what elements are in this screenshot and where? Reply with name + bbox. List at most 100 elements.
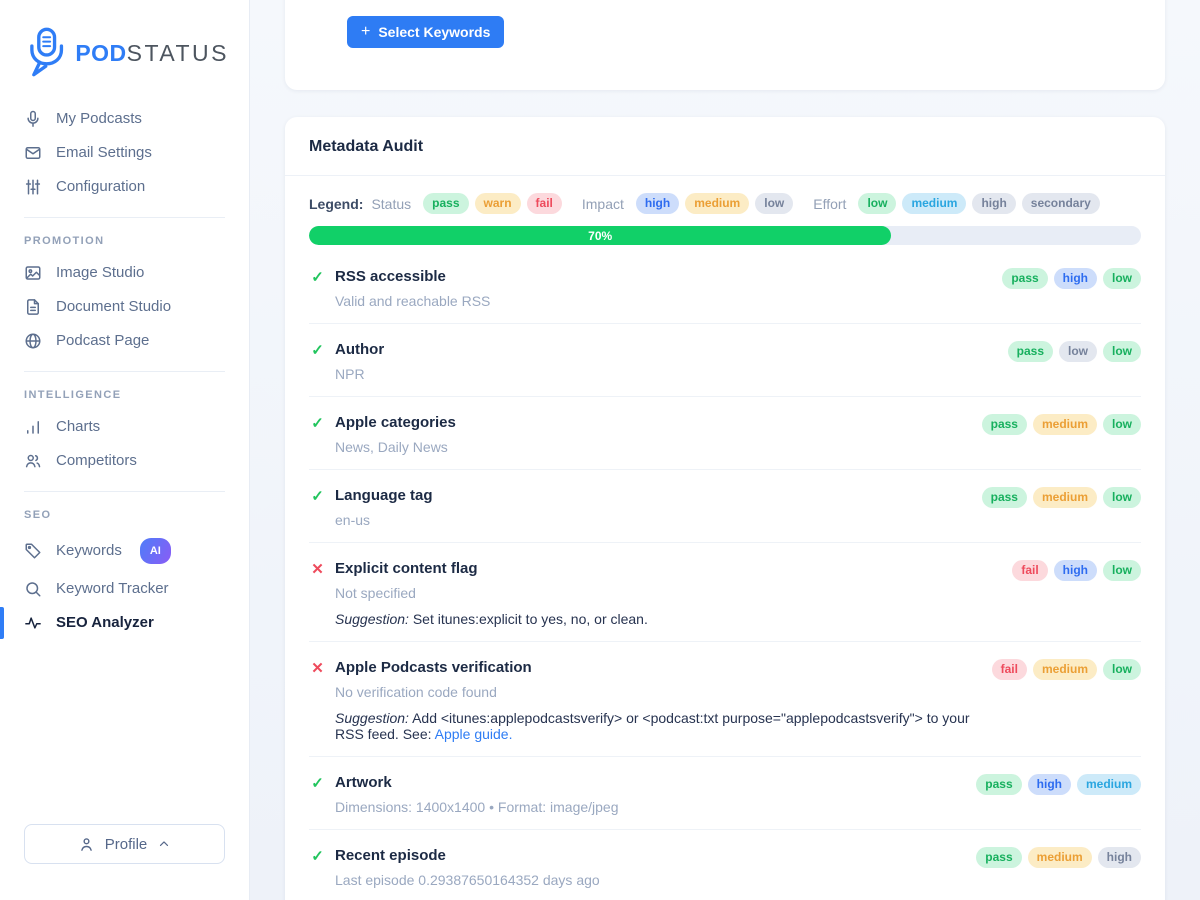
audit-legend: Legend: Status pass warn fail Impact hig…: [309, 184, 1141, 224]
audit-row-chips: pass high low: [1002, 268, 1141, 289]
plus-icon: +: [361, 23, 371, 40]
image-icon: [25, 266, 41, 280]
audit-row-suggestion: Suggestion: Add <itunes:applepodcastsver…: [335, 710, 983, 742]
impact-chip: medium: [1032, 659, 1097, 680]
sliders-icon: [25, 179, 41, 195]
sidebar-item-keywords[interactable]: Keywords AI: [0, 530, 249, 572]
status-chip: pass: [1007, 341, 1053, 362]
legend-chip: low: [755, 193, 794, 214]
status-chip: fail: [1012, 560, 1048, 581]
legend-chip: warn: [474, 193, 521, 214]
audit-row-explicit-content-flag: Explicit content flag Not specified Sugg…: [309, 543, 1141, 642]
audit-row-chips: pass low low: [1007, 341, 1141, 362]
audit-row-main: Author NPR: [335, 341, 999, 382]
status-chip: pass: [976, 847, 1022, 868]
legend-chip: pass: [423, 193, 469, 214]
audit-row-subtitle: Valid and reachable RSS: [335, 293, 491, 309]
audit-row-author: Author NPR pass low low: [309, 324, 1141, 397]
podstatus-mic-logo-icon: [30, 27, 64, 77]
sidebar-section-intelligence: INTELLIGENCE: [24, 389, 122, 401]
audit-row-subtitle: Dimensions: 1400x1400 • Format: image/jp…: [335, 799, 619, 815]
audit-row-subtitle: en-us: [335, 512, 371, 528]
audit-row-subtitle: Not specified: [335, 585, 416, 601]
legend-group-impact: high medium low: [635, 193, 794, 214]
legend-chip: high: [972, 193, 1016, 214]
audit-row-main: Language tag en-us: [335, 487, 973, 528]
audit-row-chips: fail medium low: [991, 659, 1141, 680]
audit-row-chips: pass high medium: [976, 774, 1141, 795]
metadata-audit-card: Metadata Audit Legend: Status pass warn …: [285, 117, 1165, 900]
audit-row-title: Language tag: [335, 487, 433, 504]
audit-row-subtitle: News, Daily News: [335, 439, 448, 455]
audit-row-subtitle: Last episode 0.29387650164352 days ago: [335, 872, 600, 888]
sidebar-item-configuration[interactable]: Configuration: [0, 170, 249, 204]
impact-chip: high: [1053, 560, 1097, 581]
effort-chip: low: [1103, 414, 1141, 435]
sidebar-item-keyword-tracker[interactable]: Keyword Tracker: [0, 572, 249, 606]
audit-row-main: Artwork Dimensions: 1400x1400 • Format: …: [335, 774, 967, 815]
sidebar-nav: My Podcasts Email Settings Configuration…: [0, 96, 249, 824]
audit-row-chips: pass medium high: [976, 847, 1141, 868]
sidebar-item-seo-analyzer[interactable]: SEO Analyzer: [0, 606, 249, 640]
apple-guide-link[interactable]: Apple guide.: [434, 726, 513, 742]
effort-chip: low: [1103, 659, 1141, 680]
sidebar-item-competitors[interactable]: Competitors: [0, 444, 249, 478]
audit-row-title: Recent episode: [335, 847, 446, 864]
suggestion-text: Set itunes:explicit to yes, no, or clean…: [408, 611, 648, 627]
sidebar-section-seo: SEO: [24, 509, 52, 521]
brand-name-bold: POD: [75, 39, 127, 66]
sidebar-divider: [24, 217, 225, 218]
impact-chip: medium: [1032, 487, 1097, 508]
effort-chip: high: [1097, 847, 1141, 868]
brand-name-light: STATUS: [126, 39, 229, 66]
suggestion-prefix: Suggestion:: [335, 710, 409, 726]
sidebar-item-label: SEO Analyzer: [56, 614, 154, 631]
bar-chart-icon: [27, 421, 39, 434]
tag-icon: [25, 543, 41, 559]
main-content: + Select Keywords Metadata Audit Legend:…: [250, 0, 1200, 900]
profile-button[interactable]: Profile: [24, 824, 225, 864]
mail-icon: [25, 147, 41, 159]
sidebar-item-document-studio[interactable]: Document Studio: [0, 290, 249, 324]
audit-row-apple-categories: Apple categories News, Daily News pass m…: [309, 397, 1141, 470]
status-check-icon: [309, 268, 326, 286]
activity-icon: [25, 617, 41, 629]
audit-row-main: Explicit content flag Not specified Sugg…: [335, 560, 1003, 627]
person-icon: [80, 837, 92, 851]
keywords-card: + Select Keywords: [285, 0, 1165, 90]
sidebar-item-my-podcasts[interactable]: My Podcasts: [0, 102, 249, 136]
sidebar-item-image-studio[interactable]: Image Studio: [0, 256, 249, 290]
suggestion-prefix: Suggestion:: [335, 611, 409, 627]
audit-row-subtitle: NPR: [335, 366, 365, 382]
audit-row-chips: pass medium low: [981, 487, 1141, 508]
audit-row-title: Explicit content flag: [335, 560, 478, 577]
legend-group-effort-label: Effort: [813, 195, 847, 212]
legend-chip: medium: [902, 193, 967, 214]
audit-row-artwork: Artwork Dimensions: 1400x1400 • Format: …: [309, 757, 1141, 830]
sidebar: PODSTATUS My Podcasts Email Settings Con…: [0, 0, 250, 900]
effort-chip: medium: [1076, 774, 1141, 795]
sidebar-item-charts[interactable]: Charts: [0, 410, 249, 444]
legend-chip: low: [858, 193, 897, 214]
status-chip: pass: [981, 414, 1027, 435]
status-chip: pass: [1002, 268, 1048, 289]
metadata-audit-body: Legend: Status pass warn fail Impact hig…: [285, 176, 1165, 900]
brand-logo[interactable]: PODSTATUS: [0, 0, 249, 96]
audit-row-chips: pass medium low: [981, 414, 1141, 435]
legend-chip: secondary: [1021, 193, 1100, 214]
sidebar-item-email-settings[interactable]: Email Settings: [0, 136, 249, 170]
status-check-icon: [309, 341, 326, 359]
status-chip: pass: [976, 774, 1022, 795]
audit-row-main: Recent episode Last episode 0.2938765016…: [335, 847, 967, 888]
audit-row-title: Apple categories: [335, 414, 456, 431]
select-keywords-button[interactable]: + Select Keywords: [347, 16, 505, 48]
effort-chip: low: [1103, 268, 1141, 289]
sidebar-item-podcast-page[interactable]: Podcast Page: [0, 324, 249, 358]
legend-group-status-label: Status: [371, 195, 412, 212]
chevron-up-icon: [160, 841, 169, 847]
audit-row-chips: fail high low: [1012, 560, 1141, 581]
audit-row-rss-accessible: RSS accessible Valid and reachable RSS p…: [309, 251, 1141, 324]
sidebar-item-label: Charts: [56, 418, 101, 435]
status-chip: pass: [981, 487, 1027, 508]
impact-chip: medium: [1032, 414, 1097, 435]
